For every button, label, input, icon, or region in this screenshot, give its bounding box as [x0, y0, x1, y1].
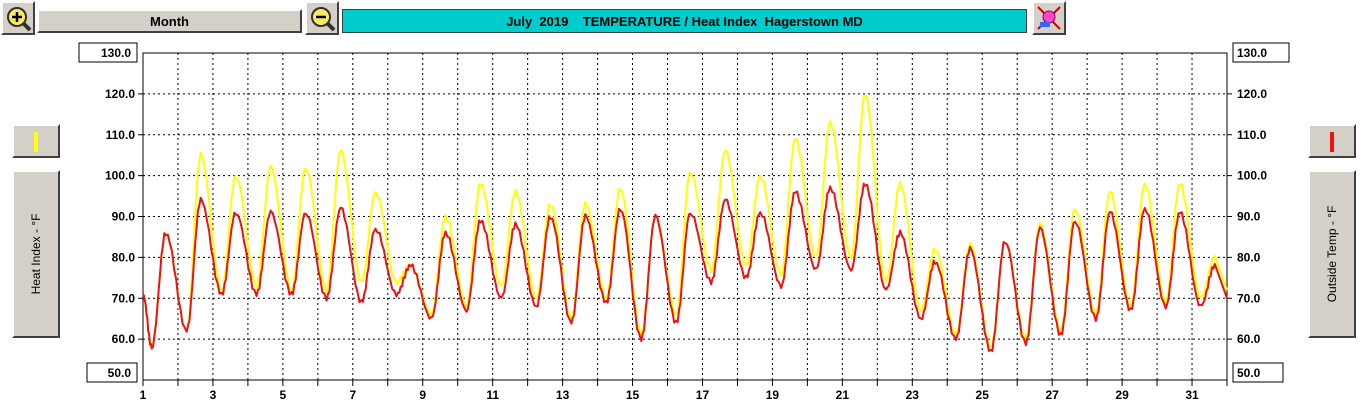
x-tick-label: 23	[906, 388, 920, 402]
left-y-tick-label: 100.0	[105, 169, 135, 183]
zoom-out-button[interactable]	[305, 1, 339, 35]
right-max-value: 130.0	[1237, 46, 1267, 60]
outside-temp-series-line	[142, 182, 1228, 353]
x-tick-label: 19	[766, 388, 780, 402]
x-tick-label: 27	[1045, 388, 1059, 402]
left-y-tick-label: 60.0	[112, 332, 136, 346]
right-min-box[interactable]	[1232, 362, 1284, 383]
outside-temp-swatch	[1330, 132, 1334, 152]
right-y-tick-label: 110.0	[1237, 128, 1267, 142]
x-tick-label: 3	[210, 388, 217, 402]
right-y-tick-label: 80.0	[1237, 250, 1261, 264]
left-axis-label-panel: Heat Index - °F	[12, 170, 60, 338]
outside-temp-legend-key[interactable]	[1308, 124, 1356, 158]
right-y-tick-label: 70.0	[1237, 291, 1261, 305]
right-axis-label-panel: Outside Temp - °F	[1308, 170, 1356, 338]
left-y-tick-label: 90.0	[112, 210, 136, 224]
chart-title: July 2019 TEMPERATURE / Heat Index Hager…	[342, 9, 1027, 33]
zoom-in-button[interactable]	[1, 1, 35, 35]
x-tick-label: 21	[836, 388, 850, 402]
left-min-box[interactable]	[86, 362, 138, 383]
right-y-tick-label: 60.0	[1237, 332, 1261, 346]
right-y-tick-label: 90.0	[1237, 210, 1261, 224]
magnifier-minus-icon	[311, 7, 336, 32]
x-tick-label: 5	[280, 388, 287, 402]
right-max-box[interactable]	[1232, 42, 1290, 63]
x-tick-label: 7	[349, 388, 356, 402]
x-tick-label: 13	[556, 388, 570, 402]
left-y-tick-label: 110.0	[106, 128, 136, 142]
left-max-box[interactable]	[78, 42, 138, 63]
color-settings-button[interactable]	[1032, 1, 1066, 35]
x-tick-label: 29	[1115, 388, 1129, 402]
x-tick-label: 1	[140, 388, 147, 402]
x-tick-label: 15	[626, 388, 640, 402]
heat-index-swatch	[34, 132, 38, 152]
left-y-tick-label: 80.0	[112, 250, 136, 264]
x-tick-label: 11	[486, 388, 499, 402]
right-y-tick-label: 120.0	[1237, 87, 1267, 101]
range-selector-button[interactable]: Month	[37, 9, 302, 33]
range-label: Month	[150, 13, 189, 29]
magnifier-plus-icon	[7, 7, 32, 32]
left-max-value: 130.0	[101, 46, 131, 60]
x-tick-label: 25	[976, 388, 990, 402]
x-tick-label: 9	[419, 388, 426, 402]
right-y-tick-label: 100.0	[1237, 169, 1267, 183]
x-tick-label: 31	[1185, 388, 1199, 402]
x-tick-label: 17	[696, 388, 710, 402]
left-y-tick-label: 120.0	[105, 87, 135, 101]
heat-index-legend-key[interactable]	[12, 124, 60, 158]
right-min-value: 50.0	[1237, 366, 1261, 380]
left-y-tick-label: 70.0	[112, 291, 136, 305]
color-settings-icon	[1037, 6, 1061, 30]
left-min-value: 50.0	[108, 366, 132, 380]
